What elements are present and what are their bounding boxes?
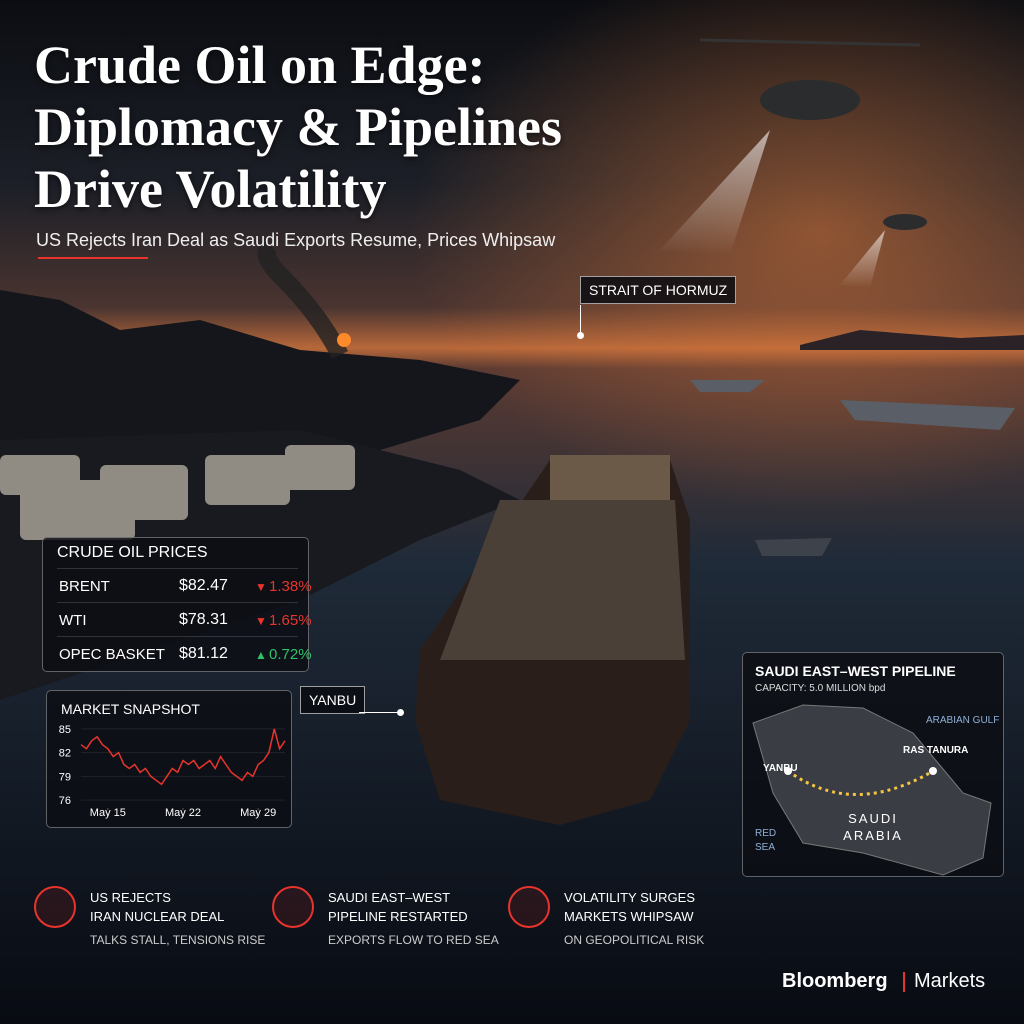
item-title: IRAN NUCLEAR DEAL xyxy=(90,909,225,924)
change-arrow: ▼ xyxy=(255,614,267,628)
sea-label: SEA xyxy=(755,842,775,853)
benchmark-name: OPEC BASKET xyxy=(59,646,165,663)
y-tick-label: 82 xyxy=(59,748,71,760)
search-beam xyxy=(840,230,885,288)
warship xyxy=(840,400,1015,430)
callout-line xyxy=(580,305,581,335)
search-beam xyxy=(660,130,770,255)
yanbu-callout: YANBU xyxy=(300,686,366,714)
pipeline-map: ARABIAN GULF RAS TANURA YANBU SAUDI ARAB… xyxy=(752,704,999,876)
item-title: PIPELINE RESTARTED xyxy=(328,909,468,924)
strait-callout: STRAIT OF HORMUZ xyxy=(580,276,737,304)
country-label: ARABIA xyxy=(843,828,903,843)
pipeline-panel: SAUDI EAST–WEST PIPELINE CAPACITY: 5.0 M… xyxy=(742,652,1004,877)
item-title: MARKETS WHIPSAW xyxy=(564,909,694,924)
warship xyxy=(690,380,765,392)
terminal-label: RAS TANURA xyxy=(903,745,968,756)
accent-rule xyxy=(38,257,148,259)
capacity: CAPACITY: 5.0 MILLION bpd xyxy=(755,683,886,694)
change: 1.65% xyxy=(269,612,312,629)
footer-separator xyxy=(903,972,905,992)
terminal xyxy=(929,767,937,775)
price-row: OPEC BASKET $81.12 ▲ 0.72% xyxy=(57,636,312,671)
benchmark-name: WTI xyxy=(59,612,87,629)
change: 1.38% xyxy=(269,578,312,595)
mountains xyxy=(0,290,520,470)
change-arrow: ▼ xyxy=(255,580,267,594)
item-icon xyxy=(272,886,314,928)
smoke xyxy=(257,238,349,360)
patrol-boat xyxy=(755,538,832,556)
price-line xyxy=(80,728,286,786)
x-tick-label: May 29 xyxy=(240,807,276,819)
change: 0.72% xyxy=(269,646,312,663)
title-line: Drive Volatility xyxy=(34,159,387,219)
tanker-deck xyxy=(440,500,685,660)
sea-label: RED xyxy=(755,828,776,839)
section: Markets xyxy=(914,970,986,992)
price: $78.31 xyxy=(179,611,228,628)
benchmark-name: BRENT xyxy=(59,578,110,595)
terminal-label: YANBU xyxy=(763,763,798,774)
flare xyxy=(337,333,351,347)
item-detail: TALKS STALL, TENSIONS RISE xyxy=(90,933,266,947)
item-title: SAUDI EAST–WEST xyxy=(328,890,451,905)
y-tick-label: 79 xyxy=(59,771,71,783)
item-title: US REJECTS xyxy=(90,890,171,905)
country-label: SAUDI xyxy=(848,811,898,826)
terminal xyxy=(784,767,792,775)
subtitle: US Rejects Iran Deal as Saudi Exports Re… xyxy=(36,230,556,250)
panel-title: MARKET SNAPSHOT xyxy=(61,701,200,717)
panel-title: SAUDI EAST–WEST PIPELINE xyxy=(755,663,956,679)
change-arrow: ▲ xyxy=(255,648,267,662)
price: $82.47 xyxy=(179,577,228,594)
y-tick-label: 85 xyxy=(59,724,71,736)
snapshot-chart: 76 79 82 85 May 15 May 22 May 29 xyxy=(59,724,286,819)
rotor xyxy=(699,38,921,47)
prices-panel: CRUDE OIL PRICES BRENT $82.47 ▼ 1.38% WTI $78… xyxy=(42,537,312,672)
brand: Bloomberg xyxy=(782,970,888,992)
x-tick-label: May 22 xyxy=(165,807,201,819)
price: $81.12 xyxy=(179,645,228,662)
tanks xyxy=(0,445,355,540)
item-detail: EXPORTS FLOW TO RED SEA xyxy=(328,933,499,947)
far-hills xyxy=(800,330,1024,350)
title-line: Diplomacy & Pipelines xyxy=(34,97,562,157)
callout-line xyxy=(359,712,399,713)
landmass xyxy=(752,704,992,876)
panel-title: CRUDE OIL PRICES xyxy=(57,544,208,561)
price-row: BRENT $82.47 ▼ 1.38% xyxy=(57,568,312,603)
snapshot-panel: MARKET SNAPSHOT 76 79 82 85 May 15 May 22 May … xyxy=(46,690,292,828)
helicopter xyxy=(760,80,860,120)
callout-dot xyxy=(577,332,584,339)
item-icon xyxy=(508,886,550,928)
item-title: VOLATILITY SURGES xyxy=(564,890,696,905)
item-detail: ON GEOPOLITICAL RISK xyxy=(564,933,705,947)
x-tick-label: May 15 xyxy=(90,807,126,819)
sea-label: ARABIAN GULF xyxy=(926,715,999,726)
item-icon xyxy=(34,886,76,928)
tanker-bridge xyxy=(550,455,670,500)
helicopter xyxy=(883,214,927,230)
title-line: Crude Oil on Edge: xyxy=(34,35,486,95)
price-row: WTI $78.31 ▼ 1.65% xyxy=(57,602,312,637)
callout-dot xyxy=(397,709,404,716)
pipeline-route xyxy=(787,769,934,796)
y-tick-label: 76 xyxy=(59,795,71,807)
